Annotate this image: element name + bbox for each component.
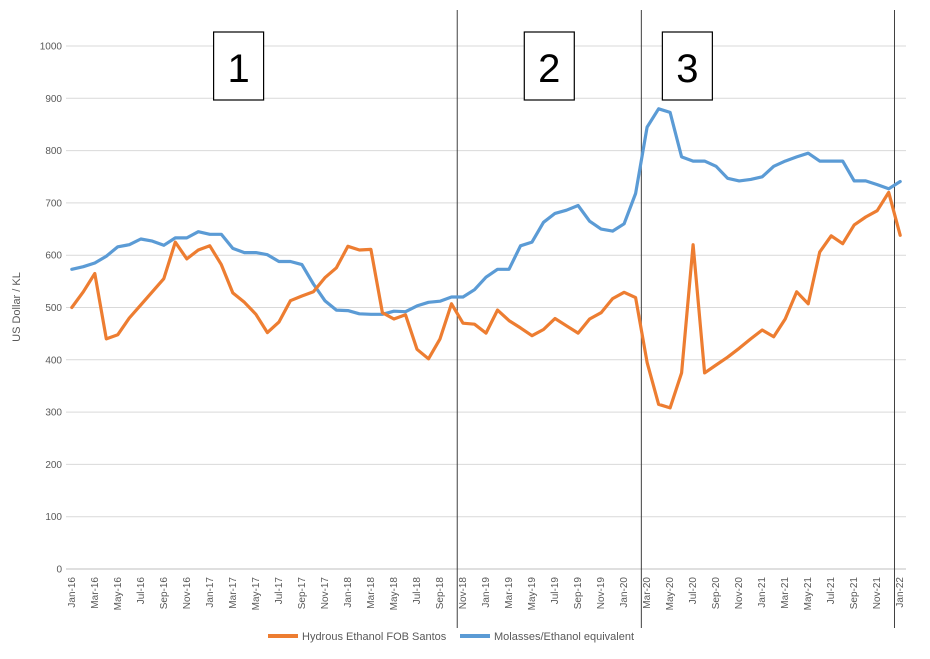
x-tick-label: Jan-22: [895, 577, 906, 608]
x-axis-ticks: Jan-16 Mar-16 May-16 Jul-16 Sep-16 Nov-16 Jan-…: [67, 577, 906, 611]
period-label-2: 2: [523, 31, 575, 101]
x-tick-label: Jul-17: [274, 577, 285, 605]
x-tick-label: Sep-17: [297, 577, 308, 610]
x-tick-label: Jan-16: [67, 577, 78, 608]
x-tick-label: May-17: [251, 577, 262, 611]
x-tick-label: Mar-21: [780, 577, 791, 609]
x-tick-label: Nov-17: [320, 577, 331, 610]
x-tick-label: May-18: [389, 577, 400, 611]
y-tick-label: 700: [45, 198, 62, 209]
x-tick-label: Mar-19: [504, 577, 515, 609]
y-axis-ticks: 0 100 200 300 400 500 600 700 800 900 1000: [40, 42, 63, 576]
period-dividers: [456, 10, 895, 628]
x-tick-label: Jan-17: [205, 577, 216, 608]
x-tick-label: May-19: [527, 577, 538, 611]
y-tick-label: 800: [45, 146, 62, 157]
x-tick-label: Jan-20: [619, 577, 630, 608]
y-tick-label: 500: [45, 303, 62, 314]
x-tick-label: Jan-21: [757, 577, 768, 608]
period-labels: 1 2 3: [213, 31, 713, 101]
y-tick-label: 300: [45, 408, 62, 419]
x-tick-label: May-21: [803, 577, 814, 611]
x-tick-label: Jul-19: [550, 577, 561, 605]
y-tick-label: 400: [45, 355, 62, 366]
x-tick-label: Nov-20: [734, 577, 745, 610]
legend-entry: Molasses/Ethanol equivalent: [460, 631, 634, 643]
x-tick-label: Jul-18: [412, 577, 423, 605]
legend-entry: Hydrous Ethanol FOB Santos: [268, 631, 447, 643]
x-tick-label: Jan-18: [343, 577, 354, 608]
x-tick-label: May-20: [665, 577, 676, 611]
x-tick-label: Nov-21: [872, 577, 883, 610]
x-tick-label: Sep-19: [573, 577, 584, 610]
period-label-3: 3: [661, 31, 713, 101]
y-tick-label: 100: [45, 512, 62, 523]
x-tick-label: Nov-18: [458, 577, 469, 610]
y-tick-label: 600: [45, 251, 62, 262]
series-lines: [70, 107, 902, 410]
x-tick-label: Mar-17: [228, 577, 239, 609]
x-tick-label: Jul-21: [826, 577, 837, 605]
y-tick-label: 0: [56, 565, 62, 576]
x-tick-label: Sep-20: [711, 577, 722, 610]
y-tick-label: 1000: [40, 42, 63, 53]
series-line-hydrous-ethanol-fob-santos: [70, 190, 902, 410]
x-tick-label: Jul-20: [688, 577, 699, 605]
x-tick-label: Nov-19: [596, 577, 607, 610]
legend-label: Molasses/Ethanol equivalent: [494, 631, 634, 643]
x-tick-label: Jan-19: [481, 577, 492, 608]
x-tick-label: Sep-18: [435, 577, 446, 610]
legend-label: Hydrous Ethanol FOB Santos: [302, 631, 447, 643]
grid-lines: [66, 45, 906, 570]
x-tick-label: Mar-16: [90, 577, 101, 609]
y-axis-label: US Dollar / KL: [11, 272, 23, 342]
period-box: [213, 31, 265, 101]
x-tick-label: May-16: [113, 577, 124, 611]
x-tick-label: Mar-20: [642, 577, 653, 609]
period-label-1: 1: [213, 31, 265, 101]
period-number: 1: [227, 47, 249, 91]
y-tick-label: 200: [45, 460, 62, 471]
x-tick-label: Mar-18: [366, 577, 377, 609]
period-box: [523, 31, 575, 101]
y-tick-label: 900: [45, 94, 62, 105]
period-number: 2: [538, 47, 560, 91]
x-tick-label: Sep-21: [849, 577, 860, 610]
x-tick-label: Jul-16: [136, 577, 147, 605]
legend: Hydrous Ethanol FOB Santos Molasses/Ethan…: [268, 631, 634, 643]
period-number: 3: [676, 47, 698, 91]
x-tick-label: Nov-16: [182, 577, 193, 610]
series-line-molasses-ethanol-equivalent: [70, 107, 902, 316]
period-box: [661, 31, 713, 101]
x-tick-label: Sep-16: [159, 577, 170, 610]
